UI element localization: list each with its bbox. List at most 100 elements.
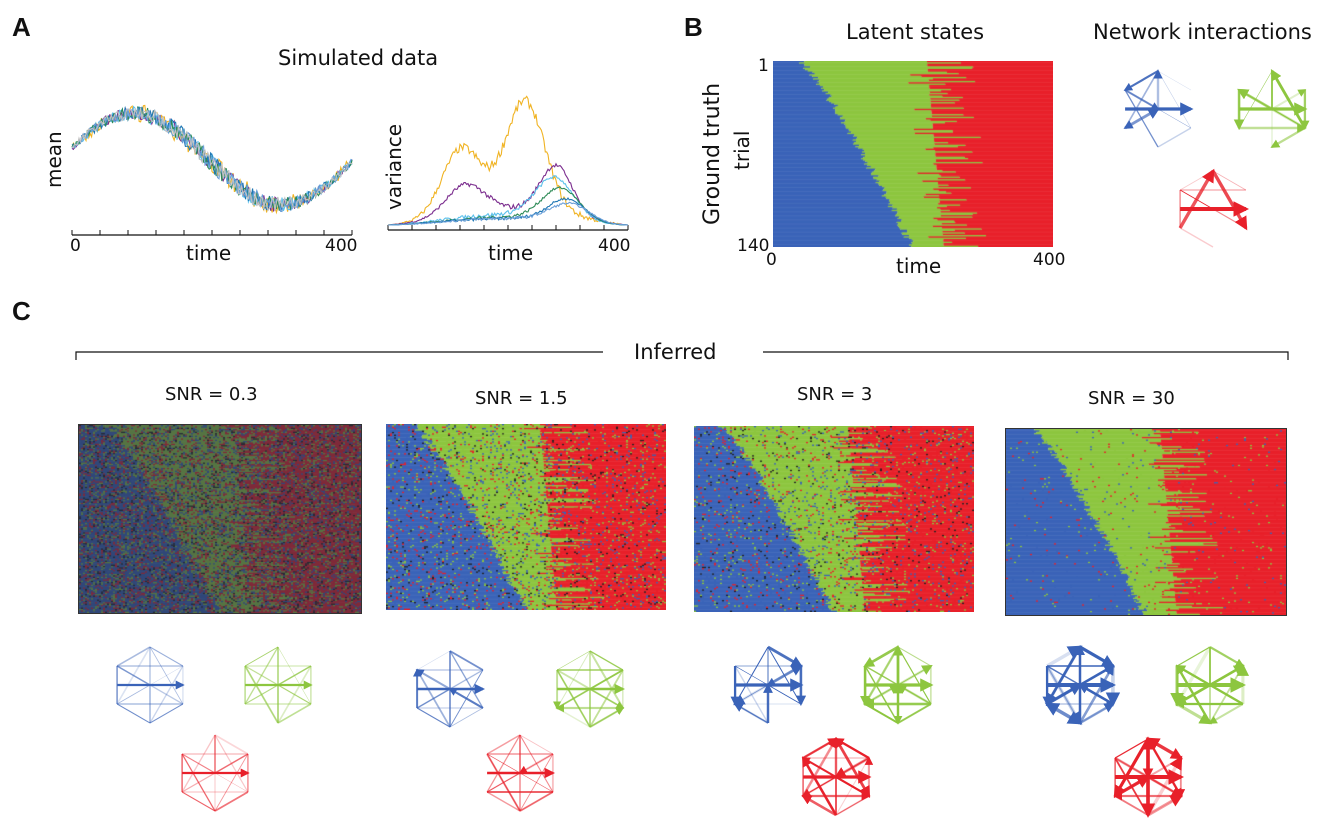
network-edge [1270,127,1306,148]
network-edge [1179,170,1214,191]
network-edge [1179,189,1214,210]
network-edge [214,791,249,812]
network-blue-ground-truth [1123,69,1194,148]
inferred-heatmap-snr-1.5 [386,424,666,610]
network-green-ground-truth [1233,69,1310,148]
network-green-snr-3 [860,644,934,725]
network-edge [214,753,249,812]
network-edge [519,734,554,793]
mean-x-start: 0 [70,236,81,256]
network-edge [897,646,932,667]
network-edge [486,753,521,812]
network-edge [214,753,249,774]
network-edge [1175,646,1212,707]
network-blue-snr-1.5 [413,650,486,728]
panel-b-title: Latent states [846,20,985,44]
network-edge [767,684,802,705]
network-edge [244,646,279,705]
network-edge [834,738,871,799]
network-edge [1212,208,1247,229]
network-edge [116,646,151,667]
network-blue-snr-30 [1042,645,1121,726]
network-edge [116,703,151,724]
network-edge [116,665,151,686]
network-edge [519,734,554,793]
network-edge [214,734,249,755]
network-edge [1046,684,1081,705]
network-edge [897,646,932,705]
network-edge [589,688,624,709]
network-edge [214,734,249,793]
network-edge [149,684,184,705]
network-edge [416,669,451,728]
network-edge [486,734,521,793]
network-edge [897,684,932,705]
network-edge [802,776,837,797]
network-edge [1046,645,1083,668]
network-edge [116,665,151,686]
network-edge [589,650,624,671]
network-edge [1078,664,1115,724]
panel-a-title: Simulated data [278,46,439,70]
network-edge [589,650,624,671]
network-edge [244,646,279,705]
network-edge [416,688,451,709]
network-edge [556,707,591,728]
snr-label-4: SNR = 30 [1088,388,1175,409]
network-edge [1147,776,1182,797]
mean-xlabel: time [186,241,232,265]
network-edge [556,650,591,709]
network-edge [1179,227,1214,248]
panel-b-letter: B [684,12,703,42]
network-edge [244,684,279,705]
network-blue-snr-3 [730,645,807,725]
network-edge [416,707,451,728]
network-edge [486,753,521,774]
network-edge [1176,702,1213,725]
inferred-heatmap-snr-30 [1005,428,1287,616]
network-edge [116,646,151,705]
ground-truth-label: Ground truth [700,82,725,225]
network-edge [556,650,591,709]
network-edge [486,791,521,812]
gt-x-end: 400 [1033,250,1066,270]
variance-ylabel: variance [382,123,406,210]
trial-ylabel: trial [730,130,754,170]
network-edge [214,772,249,793]
network-edge [1208,703,1244,724]
network-title: Network interactions [1093,20,1312,44]
network-edge [802,738,837,797]
ground-truth-heatmap [773,61,1053,247]
network-edge [835,757,870,778]
network-edge [767,645,803,668]
network-edge [1209,646,1245,667]
variance-plot [387,95,629,231]
network-edge [277,703,312,724]
snr-label-2: SNR = 1.5 [475,388,568,409]
network-edge [863,645,899,668]
network-edge [1079,646,1114,667]
network-blue-snr-0.3 [116,646,185,724]
network-edge [149,646,184,705]
network-edge [277,665,312,724]
network-green-snr-0.3 [244,646,313,724]
variance-series-line [387,95,628,226]
network-edge [416,650,451,671]
network-edge [802,757,837,778]
network-edge [277,684,312,705]
network-edge [589,669,624,690]
network-edge [486,772,521,793]
variance-series-line [388,175,629,226]
network-edge [1123,107,1159,130]
network-edge [1175,683,1211,706]
network-edge [449,669,484,690]
network-edge [416,669,451,728]
network-edge [589,707,625,728]
network-edge [449,650,484,709]
network-edge [149,665,184,724]
network-edge [277,703,312,724]
network-edge [1271,89,1307,110]
network-edge [149,646,184,705]
network-edge [519,734,554,755]
network-green-snr-30 [1170,646,1250,725]
